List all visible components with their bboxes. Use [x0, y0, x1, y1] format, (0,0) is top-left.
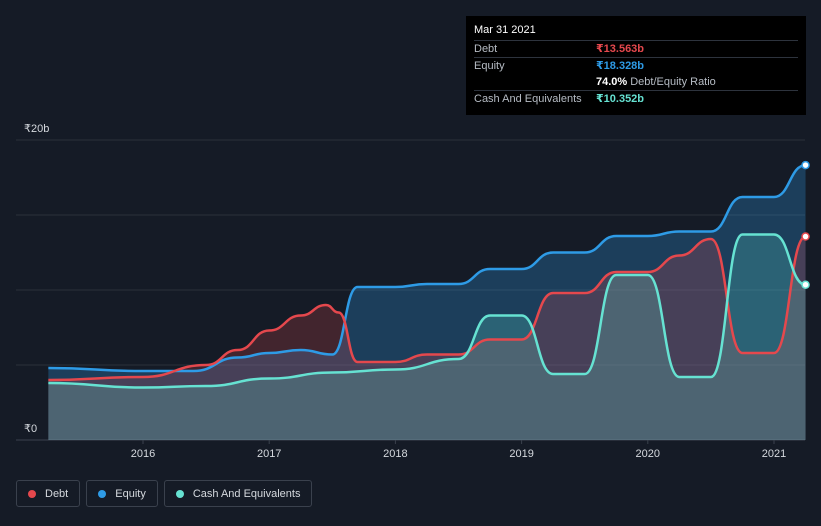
legend-item-equity[interactable]: Equity — [86, 480, 158, 507]
data-tooltip: Mar 31 2021 Debt ₹13.563b Equity ₹18.328… — [466, 16, 806, 115]
x-tick-label: 2017 — [257, 448, 281, 460]
x-tick-label: 2018 — [383, 448, 407, 460]
tooltip-value-ratio: 74.0% Debt/Equity Ratio — [596, 74, 716, 90]
tooltip-date: Mar 31 2021 — [474, 24, 536, 36]
x-tick-label: 2016 — [131, 448, 155, 460]
series-lines — [48, 163, 807, 389]
x-tick-label: 2021 — [762, 448, 786, 460]
line-equity — [48, 163, 806, 373]
legend-dot-debt — [28, 489, 36, 498]
y-tick-label-top: ₹20b — [24, 123, 49, 135]
tooltip-row-cash: Cash And Equivalents ₹10.352b — [474, 90, 798, 107]
legend-item-debt[interactable]: Debt — [16, 480, 81, 507]
debt-equity-ratio-value: 74.0% — [596, 76, 628, 88]
series-areas — [48, 165, 806, 440]
area-equity — [48, 165, 806, 440]
legend-item-cash[interactable]: Cash And Equivalents — [163, 480, 313, 507]
chart-legend: Debt Equity Cash And Equivalents — [16, 480, 313, 507]
area-cash-and-equivalents — [48, 234, 806, 440]
y-tick-label-bottom: ₹0 — [24, 423, 37, 435]
legend-label-equity: Equity — [115, 487, 146, 500]
tooltip-label-equity: Equity — [474, 60, 505, 72]
legend-label-debt: Debt — [45, 487, 69, 500]
tooltip-value-equity: ₹18.328b — [596, 60, 645, 72]
end-marker-debt — [801, 232, 810, 241]
end-marker-equity — [801, 160, 810, 170]
x-tick-label: 2019 — [509, 448, 533, 460]
axis-labels: ₹20b ₹0 2016 2017 2018 2019 2020 2021 — [24, 123, 786, 460]
tooltip-row-ratio: 74.0% Debt/Equity Ratio — [474, 74, 798, 90]
tooltip-value-cash: ₹10.352b — [596, 93, 645, 105]
tooltip-label-cash: Cash And Equivalents — [474, 93, 582, 105]
end-markers — [801, 160, 810, 289]
grid-lines — [16, 139, 805, 441]
tooltip-row-equity: Equity ₹18.328b — [474, 57, 798, 74]
tooltip-row-debt: Debt ₹13.563b — [474, 40, 798, 57]
x-tick-label: 2020 — [636, 448, 660, 460]
line-cash-and-equivalents — [48, 233, 806, 389]
tooltip-value-debt: ₹13.563b — [596, 43, 645, 55]
area-debt — [48, 236, 806, 440]
tooltip-label-ratio — [474, 74, 596, 90]
debt-equity-ratio-caption: Debt/Equity Ratio — [630, 76, 716, 88]
legend-dot-equity — [98, 489, 107, 498]
end-marker-cash-and-equivalents — [801, 280, 810, 289]
tooltip-label-debt: Debt — [474, 43, 498, 55]
legend-dot-cash — [175, 489, 184, 498]
legend-label-cash: Cash And Equivalents — [192, 487, 301, 500]
